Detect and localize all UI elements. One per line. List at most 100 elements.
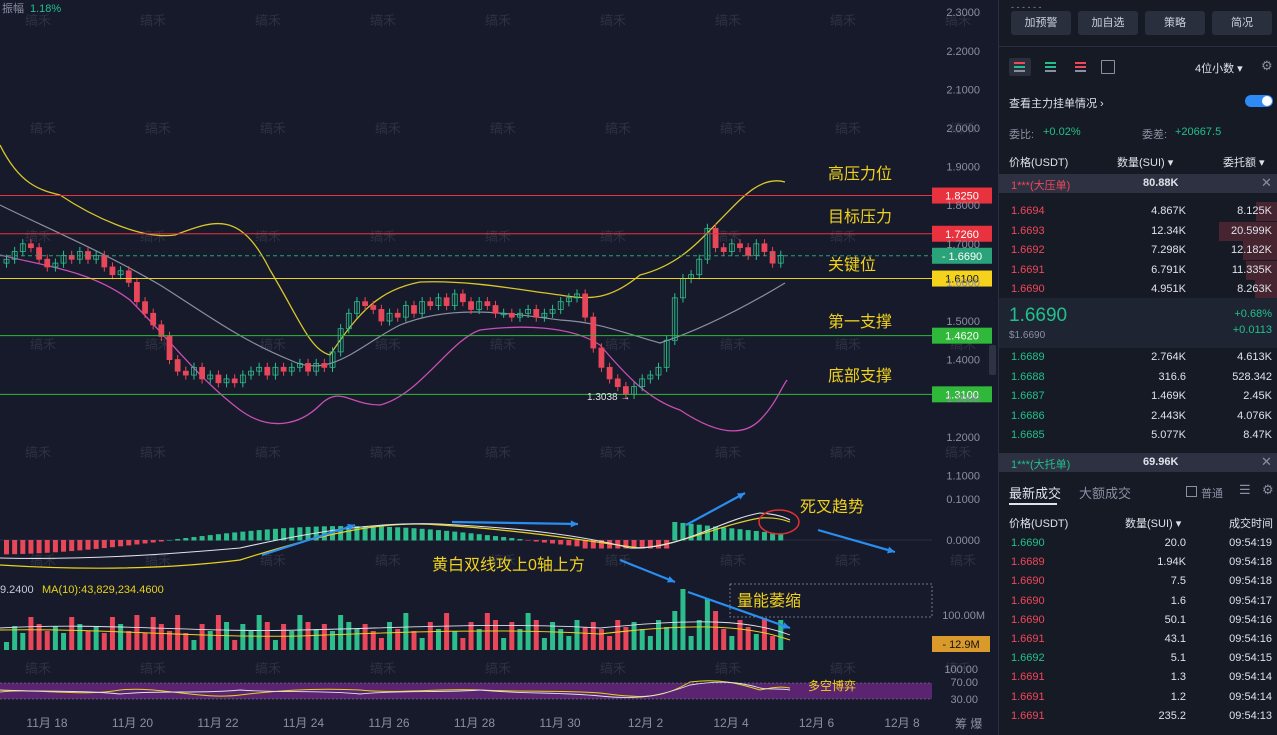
close-icon[interactable]: ✕ <box>1261 454 1272 469</box>
bid-cell: 1.6687 <box>1011 390 1045 402</box>
candle-body <box>345 312 352 330</box>
candle-body <box>745 247 752 256</box>
candle-body <box>288 366 295 372</box>
tab-latest-trades[interactable]: 最新成交 <box>1009 486 1062 501</box>
big-bid-row[interactable]: 1***(大托单) 69.96K ✕ <box>999 453 1277 472</box>
annotation-first-support: 第一支撑 <box>828 313 892 331</box>
annotation-arrow <box>687 590 791 630</box>
trade-cell: 1.6692 <box>1011 652 1045 665</box>
watermark: 缟禾 <box>370 13 396 28</box>
macd-histogram-bar <box>476 534 482 541</box>
trade-col-qty[interactable]: 数量(SUI) ▾ <box>1125 518 1182 530</box>
candle-body <box>517 312 523 318</box>
layout-both-icon[interactable] <box>1009 58 1031 76</box>
candle-body <box>248 370 254 376</box>
decimal-select[interactable]: 4位小数 ▾ <box>1195 63 1243 75</box>
candle-body <box>280 366 287 372</box>
macd-histogram-bar <box>435 530 441 541</box>
candle-body <box>133 281 140 303</box>
candle-body <box>44 258 51 268</box>
date-axis: 11月 18 11月 20 11月 22 11月 24 11月 26 11月 28 11月 … <box>26 716 920 730</box>
annotation-volume: 量能萎缩 <box>737 592 801 610</box>
macd-histogram-bar <box>150 540 156 543</box>
ask-row[interactable]: 1.6691 6.791K 11.335K <box>999 260 1277 281</box>
watermark: 缟禾 <box>25 229 51 244</box>
annotation-arrowhead <box>347 523 355 531</box>
watermark: 缟禾 <box>145 121 171 136</box>
volume-bar <box>770 636 776 650</box>
trade-col-time: 成交时间 <box>1229 518 1273 530</box>
bid-row[interactable]: 1.6689 2.764K 4.613K <box>999 348 1277 368</box>
macd-histogram-bar <box>427 529 433 541</box>
tab-big-trades[interactable]: 大额成交 <box>1079 486 1132 501</box>
layout-bids-icon[interactable] <box>1043 58 1059 76</box>
macd-histogram-bar <box>61 540 67 552</box>
annotation-arrow <box>451 520 579 526</box>
macd-histogram-bar <box>362 526 368 541</box>
candle-body <box>590 316 597 349</box>
trade-cell: 09:54:14 <box>1229 690 1272 703</box>
ask-row[interactable]: 1.6693 12.34K 20.599K <box>999 221 1277 242</box>
dots: - - - - - - <box>1011 2 1042 12</box>
popout-icon[interactable] <box>1101 60 1115 74</box>
trade-cell: 1.6690 <box>1011 613 1045 626</box>
macd-histogram-bar <box>582 540 588 549</box>
orderbook-main-link[interactable]: 查看主力挂单情况 › <box>1009 98 1104 110</box>
watermark: 缟禾 <box>375 553 401 568</box>
volume-highlight-box <box>729 583 933 618</box>
candle-body <box>574 293 580 299</box>
bid-row[interactable]: 1.6687 1.469K 2.45K <box>999 387 1277 407</box>
watermark: 缟禾 <box>490 553 516 568</box>
col-amount-header[interactable]: 委托额 ▾ <box>1223 157 1265 169</box>
candle-body <box>598 347 605 368</box>
add-watchlist-button[interactable]: 加自选 <box>1078 11 1138 35</box>
middle-band <box>0 204 786 367</box>
watermark: 缟禾 <box>715 661 741 676</box>
candle-body <box>158 324 165 337</box>
trade-cell: 20.0 <box>1164 537 1186 549</box>
trade-row: 1.6692 5.1 09:54:15 <box>999 649 1277 669</box>
overview-button[interactable]: 简况 <box>1212 11 1272 35</box>
macd-histogram-bar <box>444 530 450 541</box>
layout-asks-icon[interactable] <box>1073 58 1089 76</box>
ask-row[interactable]: 1.6690 4.951K 8.263K <box>999 280 1277 300</box>
bid-row[interactable]: 1.6685 5.077K 8.47K <box>999 426 1277 446</box>
ask-row[interactable]: 1.6694 4.867K 8.125K <box>999 202 1277 222</box>
candle-body <box>435 297 442 306</box>
bid-cell: 1.6685 <box>1011 429 1045 441</box>
annotation-rsi: 多空博弈 <box>808 678 856 693</box>
volume-bar <box>501 638 507 650</box>
candle-body <box>614 378 621 388</box>
col-qty-header[interactable]: 数量(SUI) ▾ <box>1117 157 1174 169</box>
ask-row[interactable]: 1.6692 7.298K 12.182K <box>999 241 1277 261</box>
candle-body <box>354 301 360 314</box>
big-ask-row[interactable]: 1***(大压单) 80.88K ✕ <box>999 174 1277 193</box>
close-icon[interactable]: ✕ <box>1261 175 1272 190</box>
macd-histogram-bar <box>484 535 490 541</box>
kline-chart[interactable]: 缟禾 缟禾 缟禾 缟禾 缟禾 缟禾 缟禾 缟禾 缟禾 缟禾 缟禾 缟禾 缟禾 缟禾 缟禾 缟禾 缟禾 缟禾 缟禾 缟禾… <box>0 0 998 735</box>
volume-bar <box>199 624 205 650</box>
candle-body <box>207 374 214 380</box>
settings-icon[interactable]: ⚙ <box>1262 482 1274 497</box>
volume-ma-label: MA(10):43,829,234.4600 <box>42 584 164 596</box>
trade-cell: 1.94K <box>1157 556 1186 569</box>
macd-histogram-bar <box>77 540 83 551</box>
volume-bar <box>778 620 784 650</box>
trade-cell: 09:54:13 <box>1229 709 1272 722</box>
trade-cell: 09:54:19 <box>1229 537 1272 549</box>
volume-bar <box>435 629 441 650</box>
diff-label: 委差: <box>1142 129 1168 141</box>
volume-bar <box>12 626 18 650</box>
strategy-button[interactable]: 策略 <box>1145 11 1205 35</box>
volume-bar <box>69 617 75 650</box>
watermark: 缟禾 <box>260 121 286 136</box>
main-orders-toggle[interactable] <box>1245 95 1273 107</box>
settings-icon[interactable]: ⚙ <box>1261 58 1273 73</box>
normal-checkbox[interactable] <box>1186 486 1197 497</box>
bid-row[interactable]: 1.6688 316.6 528.342 <box>999 368 1277 388</box>
macd-histogram-bar <box>713 526 719 541</box>
filter-icon[interactable]: ☰ <box>1239 482 1251 497</box>
candle-body <box>728 243 735 252</box>
bid-row[interactable]: 1.6686 2.443K 4.076K <box>999 407 1277 427</box>
add-alert-button[interactable]: 加预警 <box>1011 11 1071 35</box>
